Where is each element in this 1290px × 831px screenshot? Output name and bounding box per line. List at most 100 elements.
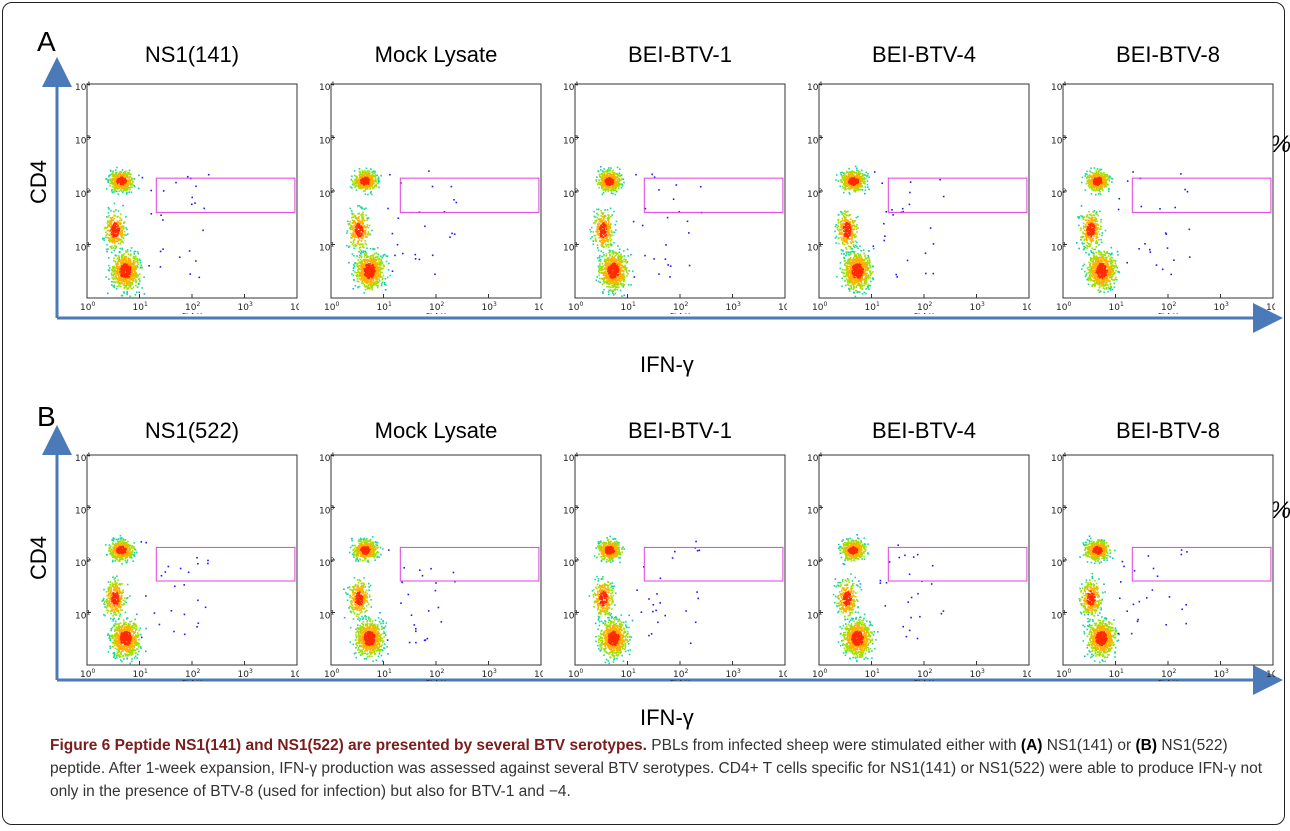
cell-events: [102, 166, 210, 298]
ifn-gamma-gate: [155, 177, 296, 213]
plot-x-axis-name: FL4-H: [670, 312, 690, 314]
x-tick-label: 103: [970, 301, 985, 313]
caption-ref-b: (B): [1135, 737, 1158, 754]
plot-x-axis-name: FL4-H: [426, 312, 446, 314]
cell-events: [1075, 167, 1191, 294]
plot-title: BEI-BTV-4: [872, 418, 976, 443]
x-tick-label: 103: [726, 301, 741, 313]
x-tick-label: 104: [1022, 668, 1031, 680]
ifn-gamma-gate: [155, 546, 296, 582]
ifn-gamma-gate: [1131, 177, 1272, 213]
ifn-gamma-gate: [887, 177, 1028, 213]
x-tick-label: 101: [377, 668, 392, 680]
ifn-gamma-gate: [399, 177, 540, 213]
ifn-gamma-gate: [399, 546, 540, 582]
x-tick-label: 100: [80, 668, 95, 680]
plot-title: NS1(141): [144, 42, 240, 67]
x-tick-label: 104: [1266, 301, 1275, 313]
x-tick-label: 103: [238, 301, 253, 313]
cell-events: [1078, 535, 1188, 664]
x-tick-label: 100: [1056, 301, 1071, 313]
plot-x-axis-name: FL4-H: [670, 679, 690, 681]
flow-density-plot: 100101101102102103103104104FL4-H: [1051, 81, 1275, 314]
plot-x-axis-name: FL4-H: [1158, 312, 1178, 314]
x-tick-label: 104: [1266, 668, 1275, 680]
plot-x-axis-name: FL4-H: [182, 312, 202, 314]
x-tick-label: 100: [324, 301, 339, 313]
x-tick-label: 103: [726, 668, 741, 680]
caption-ref-a: (A): [1020, 737, 1043, 754]
plot-x-axis-name: FL4-H: [914, 679, 934, 681]
x-tick-label: 103: [482, 301, 497, 313]
plot-title: Mock Lysate: [374, 418, 498, 443]
x-tick-label: 103: [970, 668, 985, 680]
flow-density-plot: 100101101102102103103104104FL4-H: [807, 81, 1031, 314]
x-tick-label: 103: [482, 668, 497, 680]
flow-density-plot: 100101101102102103103104104FL4-H: [563, 452, 787, 681]
cell-events: [101, 534, 209, 665]
x-tick-label: 101: [133, 668, 148, 680]
plot-x-axis-name: FL4-H: [1158, 679, 1178, 681]
x-tick-label: 100: [812, 668, 827, 680]
figure-caption: Figure 6 Peptide NS1(141) and NS1(522) a…: [50, 734, 1275, 803]
plot-x-axis-name: FL4-H: [182, 679, 202, 681]
x-tick-label: 104: [290, 301, 299, 313]
plot-title: BEI-BTV-1: [628, 42, 732, 67]
plot-frame: [330, 83, 542, 299]
x-tick-label: 101: [133, 301, 148, 313]
plot-title: BEI-BTV-8: [1116, 42, 1220, 67]
x-tick-label: 104: [778, 668, 787, 680]
x-tick-label: 103: [238, 668, 253, 680]
caption-title: Figure 6 Peptide NS1(141) and NS1(522) a…: [50, 737, 647, 754]
x-tick-label: 101: [377, 301, 392, 313]
x-tick-label: 100: [80, 301, 95, 313]
x-tick-label: 100: [568, 301, 583, 313]
x-tick-label: 101: [1109, 301, 1124, 313]
flow-density-plot: 100101101102102103103104104FL4-H: [75, 452, 299, 681]
x-tick-label: 101: [865, 301, 880, 313]
flow-density-plot: 100101101102102103103104104FL4-H: [75, 81, 299, 314]
ifn-gamma-gate: [643, 546, 784, 582]
x-tick-label: 101: [621, 301, 636, 313]
x-tick-label: 103: [1214, 301, 1229, 313]
panel-letter-a: A: [37, 26, 56, 57]
x-tick-label: 104: [290, 668, 299, 680]
x-tick-label: 101: [865, 668, 880, 680]
flow-density-plot: 100101101102102103103104104FL4-H: [319, 452, 543, 681]
x-tick-label: 104: [1022, 301, 1031, 313]
plot-x-axis-name: FL4-H: [426, 679, 446, 681]
ifn-gamma-gate: [1131, 546, 1272, 582]
cell-events: [343, 536, 456, 663]
plot-x-axis-name: FL4-H: [914, 312, 934, 314]
cell-events: [346, 167, 458, 294]
x-tick-label: 104: [778, 301, 787, 313]
panel-b-x-label: IFN-γ: [640, 705, 694, 730]
x-tick-label: 100: [324, 668, 339, 680]
panel-a-x-label: IFN-γ: [640, 352, 694, 377]
x-tick-label: 104: [534, 668, 543, 680]
x-tick-label: 100: [812, 301, 827, 313]
caption-part3: NS1(522) peptide. After 1-week expansion…: [50, 737, 1263, 800]
caption-part1: PBLs from infected sheep were stimulated…: [647, 737, 1021, 754]
cell-events: [589, 165, 703, 297]
caption-part2: NS1(141) or: [1042, 737, 1136, 754]
flow-density-plot: 100101101102102103103104104FL4-H: [563, 81, 787, 314]
x-tick-label: 100: [1056, 668, 1071, 680]
x-tick-label: 104: [534, 301, 543, 313]
x-tick-label: 101: [1109, 668, 1124, 680]
plot-title: Mock Lysate: [374, 42, 498, 67]
flow-density-plot: 100101101102102103103104104FL4-H: [807, 452, 1031, 681]
plot-title: BEI-BTV-8: [1116, 418, 1220, 443]
cell-events: [832, 534, 945, 663]
plot-title: BEI-BTV-1: [628, 418, 732, 443]
ifn-gamma-gate: [643, 177, 784, 213]
x-tick-label: 100: [568, 668, 583, 680]
ifn-gamma-gate: [887, 546, 1028, 582]
plot-title: BEI-BTV-4: [872, 42, 976, 67]
flow-density-plot: 100101101102102103103104104FL4-H: [1051, 452, 1275, 681]
plot-title: NS1(522): [144, 418, 240, 443]
x-tick-label: 101: [621, 668, 636, 680]
